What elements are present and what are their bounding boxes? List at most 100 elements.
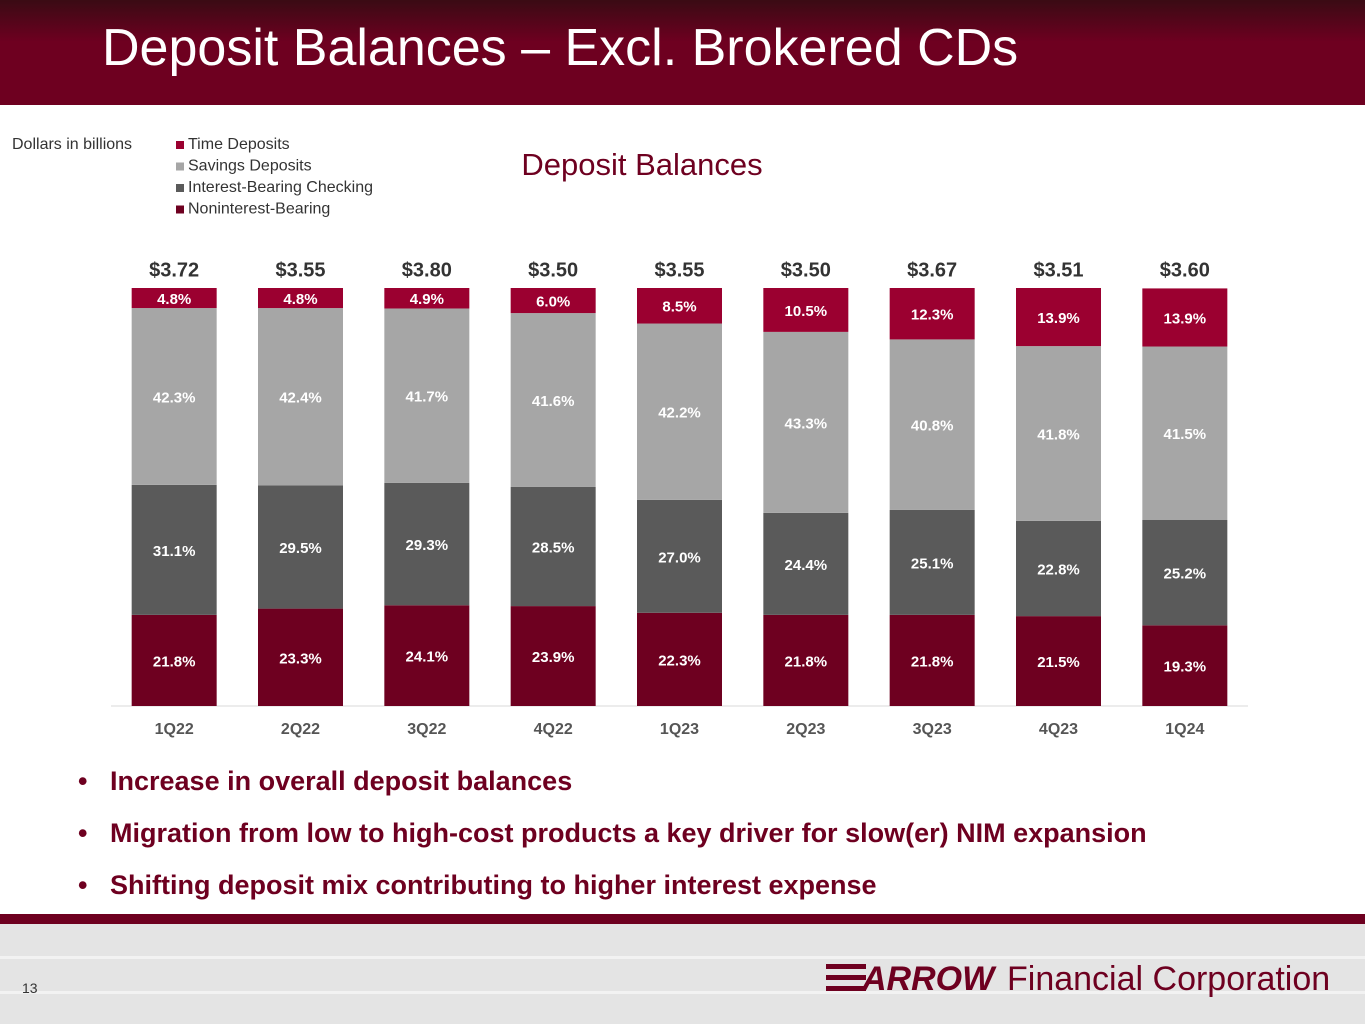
bar-segment <box>1016 346 1101 521</box>
segment-label: 23.3% <box>279 650 322 667</box>
legend-swatch <box>176 205 184 214</box>
bullet-dot: • <box>78 818 88 848</box>
total-label: $3.60 <box>1160 259 1210 281</box>
segment-label: 41.7% <box>406 389 449 406</box>
bar-segment <box>258 308 343 486</box>
total-label: $3.72 <box>149 259 199 281</box>
bullet-text: Migration from low to high-cost products… <box>110 818 1147 848</box>
segment-label: 23.9% <box>532 649 575 666</box>
total-label: $3.50 <box>528 259 578 281</box>
segment-label: 31.1% <box>153 543 196 560</box>
bar-segment <box>1142 288 1228 347</box>
bar-segment <box>1142 346 1228 520</box>
bar-segment <box>510 486 596 607</box>
segment-label: 41.5% <box>1164 426 1207 443</box>
segment-label: 27.0% <box>658 549 701 566</box>
bar-segment <box>131 288 217 309</box>
segment-label: 25.2% <box>1164 566 1207 583</box>
bar-segment <box>1016 520 1101 617</box>
total-label: $3.51 <box>1033 259 1083 281</box>
x-tick-label: 2Q23 <box>786 721 825 738</box>
bar-segment <box>889 339 975 510</box>
segment-label: 22.8% <box>1037 561 1080 578</box>
bar-segment <box>889 288 975 340</box>
segment-label: 24.1% <box>406 649 449 666</box>
bar-segment <box>1142 519 1228 626</box>
bar-segment <box>131 484 217 615</box>
bar-segment <box>637 288 722 324</box>
slide-title: Deposit Balances – Excl. Brokered CDs <box>102 19 1019 77</box>
segment-label: 24.4% <box>785 557 828 574</box>
segment-label: 21.8% <box>911 653 954 670</box>
bar-segment <box>510 288 596 314</box>
legend-swatch <box>176 184 184 192</box>
bar-segment <box>131 308 217 485</box>
legend-swatch <box>176 141 184 149</box>
segment-label: 28.5% <box>532 540 575 557</box>
segment-label: 6.0% <box>536 294 570 311</box>
segment-label: 29.5% <box>279 540 322 557</box>
bar-segment <box>637 612 722 706</box>
bullet-text: Increase in overall deposit balances <box>110 766 573 796</box>
footer: 13 ARROW Financial Corporation <box>0 914 1365 1024</box>
bar-segment <box>763 331 849 513</box>
legend-swatch <box>176 162 184 171</box>
bullet: • Increase in overall deposit balances <box>78 766 1147 818</box>
legend-label: Interest-Bearing Checking <box>188 179 373 196</box>
bar-segment <box>889 509 975 615</box>
bar-segment <box>637 323 722 500</box>
segment-label: 12.3% <box>911 307 954 324</box>
segment-label: 21.8% <box>153 653 196 670</box>
total-label: $3.55 <box>275 259 325 281</box>
segment-label: 42.4% <box>279 390 322 407</box>
bullet: • Migration from low to high-cost product… <box>78 818 1147 870</box>
segment-label: 21.8% <box>785 653 828 670</box>
segment-label: 40.8% <box>911 418 954 435</box>
bar-segment <box>384 605 470 706</box>
bullet-dot: • <box>78 766 88 796</box>
bar-segment <box>131 614 217 706</box>
segment-label: 19.3% <box>1164 659 1207 676</box>
bar-segment <box>510 313 596 487</box>
total-label: $3.80 <box>402 259 452 281</box>
segment-label: 21.5% <box>1037 654 1080 671</box>
segment-label: 13.9% <box>1037 310 1080 327</box>
chart-note: Dollars in billions <box>12 136 132 153</box>
bar-segment <box>1016 288 1101 347</box>
legend-label: Savings Deposits <box>188 158 312 175</box>
segment-label: 4.9% <box>410 291 444 308</box>
x-tick-label: 4Q22 <box>534 721 573 738</box>
chart: Dollars in billions Deposit Balances Time … <box>12 136 1248 738</box>
x-tick-label: 1Q23 <box>660 721 699 738</box>
bar-segment <box>1016 616 1101 706</box>
segment-label: 43.3% <box>785 415 828 432</box>
segment-label: 25.1% <box>911 555 954 572</box>
page-number: 13 <box>22 980 38 996</box>
bullet: • Shifting deposit mix contributing to hi… <box>78 870 1147 922</box>
bar-segment <box>258 485 343 609</box>
bar-segment <box>384 308 470 483</box>
segment-label: 42.2% <box>658 405 701 422</box>
segment-label: 13.9% <box>1164 310 1207 327</box>
legend-label: Time Deposits <box>188 136 290 153</box>
logo-text: Financial Corporation <box>1007 960 1331 998</box>
bar-segment <box>889 614 975 706</box>
bar-segment <box>384 288 470 309</box>
x-tick-label: 1Q24 <box>1165 721 1204 738</box>
bar-segment <box>510 606 596 706</box>
total-label: $3.67 <box>907 259 957 281</box>
segment-label: 4.8% <box>283 291 317 308</box>
segment-label: 22.3% <box>658 652 701 669</box>
bar-segment <box>384 482 470 606</box>
segment-label: 8.5% <box>662 299 696 316</box>
bar-segment <box>763 512 849 615</box>
x-tick-label: 3Q23 <box>913 721 952 738</box>
bar-segment <box>258 288 343 309</box>
x-tick-label: 4Q23 <box>1039 721 1078 738</box>
segment-label: 29.3% <box>406 537 449 554</box>
header: Deposit Balances – Excl. Brokered CDs <box>0 0 1365 105</box>
segment-label: 4.8% <box>157 291 191 308</box>
x-tick-label: 2Q22 <box>281 721 320 738</box>
chart-title: Deposit Balances <box>521 147 762 182</box>
